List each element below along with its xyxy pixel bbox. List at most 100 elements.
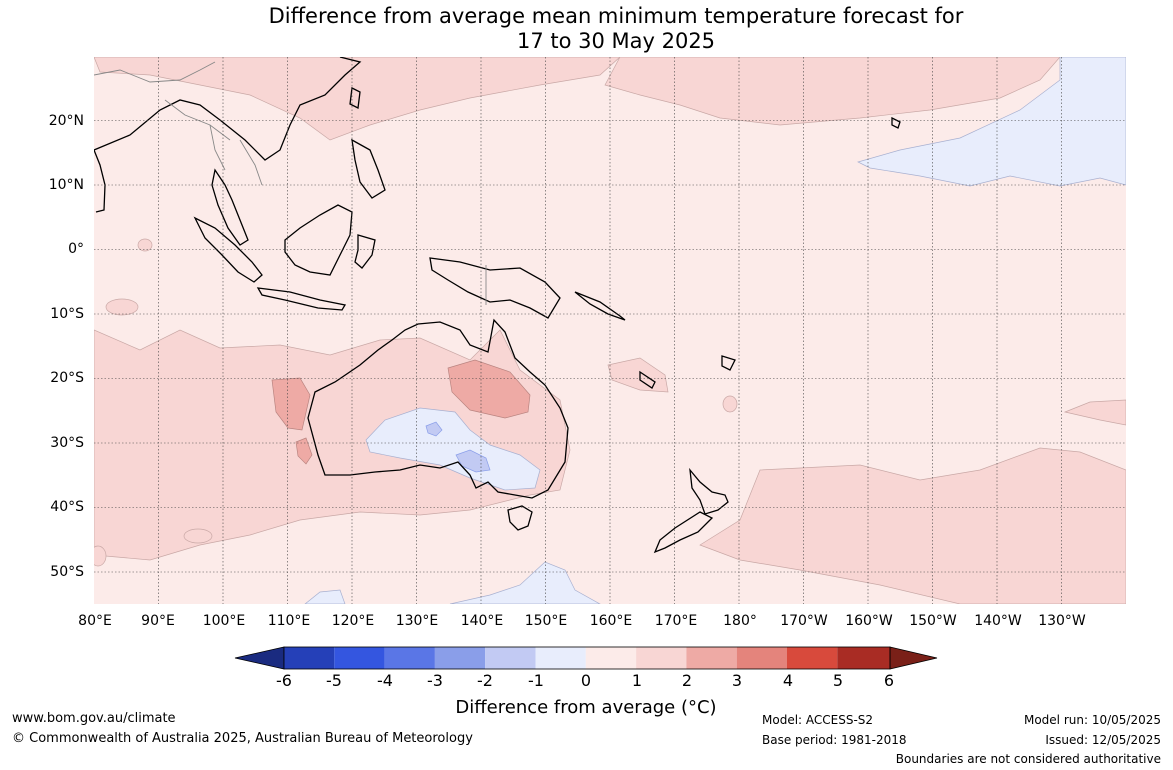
lon-label: 140°E bbox=[460, 613, 504, 629]
colorbar-tick: 0 bbox=[580, 671, 592, 690]
lon-label: 150°W bbox=[909, 613, 957, 629]
title-line-2: 17 to 30 May 2025 bbox=[516, 29, 716, 53]
colorbar-bin-5-6 bbox=[837, 647, 890, 669]
map-field bbox=[94, 57, 1126, 604]
colorbar-label-end: ) bbox=[709, 697, 717, 718]
colorbar-bin-neg5-neg4 bbox=[334, 647, 385, 669]
colorbar-tick: -6 bbox=[276, 671, 292, 690]
colorbar-bin-neg4-neg3 bbox=[384, 647, 435, 669]
coast-java bbox=[256, 287, 347, 311]
coast-fiji bbox=[721, 355, 736, 371]
coast-new-guinea bbox=[429, 257, 561, 319]
copyright-text: © Commonwealth of Australia 2025, Austra… bbox=[12, 731, 473, 746]
coast-sumatra bbox=[193, 216, 263, 283]
lat-label: 20°S bbox=[50, 370, 84, 386]
lat-label: 40°S bbox=[50, 499, 84, 515]
website-link[interactable]: www.bom.gov.au/climate bbox=[12, 711, 176, 726]
colorbar-bin-neg1-0 bbox=[535, 647, 586, 669]
anomaly-region-2-3-west-ocean bbox=[271, 377, 311, 431]
lon-label: 170°E bbox=[654, 613, 698, 629]
lon-label: 160°E bbox=[589, 613, 633, 629]
colorbar-extend-low bbox=[234, 646, 285, 670]
coast-australia bbox=[307, 318, 569, 499]
lon-label: 110°E bbox=[267, 613, 311, 629]
coast-mainland-asia bbox=[94, 57, 362, 161]
coast-tasmania bbox=[507, 505, 533, 531]
lon-label: 80°E bbox=[78, 613, 112, 629]
colorbar-extend-high bbox=[889, 646, 938, 670]
anomaly-region-2-3-west-ocean-small bbox=[295, 437, 313, 465]
coast-new-zealand-north bbox=[689, 467, 729, 515]
colorbar-bin-1-2 bbox=[636, 647, 687, 669]
colorbar-label-text: Difference from average ( bbox=[455, 697, 688, 718]
graticule bbox=[94, 57, 1126, 604]
anomaly-spot-lord-howe bbox=[722, 395, 738, 413]
lat-label: 30°S bbox=[50, 435, 84, 451]
lon-label: 160°W bbox=[845, 613, 893, 629]
colorbar-label-unit: °C bbox=[687, 697, 710, 718]
colorbar-label: Difference from average (°C) bbox=[400, 697, 772, 718]
colorbar-tick: -5 bbox=[326, 671, 342, 690]
model-name: Model: ACCESS-S2 bbox=[762, 713, 874, 727]
lon-label: 90°E bbox=[141, 613, 175, 629]
colorbar-tick: -2 bbox=[477, 671, 493, 690]
anomaly-region-1-2-pacific-east bbox=[1063, 399, 1126, 426]
colorbar-bin-neg2-neg1 bbox=[485, 647, 536, 669]
anomaly-region-1-2-northeast bbox=[604, 57, 1061, 126]
anomaly-region-1-2-coral bbox=[607, 357, 669, 393]
coast-malay-peninsula bbox=[211, 168, 249, 246]
issued-date: Issued: 12/05/2025 bbox=[1045, 733, 1161, 747]
coastlines bbox=[94, 57, 901, 554]
title-line-1: Difference from average mean minimum tem… bbox=[268, 4, 964, 28]
lat-label: 10°S bbox=[50, 306, 84, 322]
lon-label: 100°E bbox=[202, 613, 246, 629]
anomaly-spot-far-west bbox=[94, 545, 107, 567]
lat-label: 10°N bbox=[48, 177, 84, 193]
colorbar-bin-neg3-neg2 bbox=[434, 647, 486, 669]
colorbar-bin-2-3 bbox=[686, 647, 737, 669]
colorbar-tick: 2 bbox=[681, 671, 693, 690]
colorbar-bin-4-5 bbox=[787, 647, 838, 669]
lat-label: 20°N bbox=[48, 113, 84, 129]
colorbar-tick: -1 bbox=[528, 671, 544, 690]
lon-label: 120°E bbox=[331, 613, 375, 629]
coast-hawaii bbox=[891, 116, 901, 129]
colorbar-bin-0-1 bbox=[585, 647, 637, 669]
anomaly-spot-equatorial bbox=[137, 238, 153, 252]
lat-label: 0° bbox=[68, 241, 84, 257]
coast-new-caledonia bbox=[639, 370, 656, 389]
country-boundaries bbox=[94, 61, 487, 305]
lon-label: 140°W bbox=[974, 613, 1022, 629]
coast-taiwan bbox=[349, 87, 361, 109]
coast-borneo bbox=[284, 204, 353, 276]
map-title: Difference from average mean minimum tem… bbox=[0, 4, 1173, 54]
anomaly-spot-southwest bbox=[183, 528, 213, 544]
colorbar-tick: -4 bbox=[377, 671, 393, 690]
coast-new-zealand-south bbox=[653, 511, 714, 554]
colorbar-tick: 1 bbox=[631, 671, 643, 690]
coast-philippines bbox=[351, 138, 386, 199]
lon-label: 180° bbox=[723, 613, 757, 629]
colorbar-tick: 4 bbox=[782, 671, 794, 690]
lat-label: 50°S bbox=[50, 564, 84, 580]
coast-solomon bbox=[574, 291, 626, 321]
anomaly-region-neg2-1-spot-a bbox=[425, 421, 443, 437]
base-period: Base period: 1981-2018 bbox=[762, 733, 907, 747]
colorbar-tick: -3 bbox=[427, 671, 443, 690]
colorbar-bin-neg6-neg5 bbox=[284, 647, 335, 669]
coast-sulawesi bbox=[354, 234, 376, 269]
boundaries-disclaimer: Boundaries are not considered authoritat… bbox=[895, 752, 1161, 766]
anomaly-region-neg-southern-ocean bbox=[449, 561, 601, 604]
anomaly-spot-west-indian bbox=[105, 298, 139, 316]
colorbar-tick: 6 bbox=[883, 671, 895, 690]
lon-label: 170°W bbox=[780, 613, 828, 629]
colorbar bbox=[234, 646, 938, 670]
anomaly-region-neg-southern-ocean-west bbox=[304, 589, 346, 604]
anomaly-region-1-2-north bbox=[94, 57, 621, 141]
lon-label: 130°W bbox=[1038, 613, 1086, 629]
lon-label: 150°E bbox=[524, 613, 568, 629]
anomaly-region-1-2-tasman bbox=[699, 447, 1126, 604]
lon-label: 130°E bbox=[395, 613, 439, 629]
anomaly-region-neg-north-pacific bbox=[857, 57, 1126, 187]
